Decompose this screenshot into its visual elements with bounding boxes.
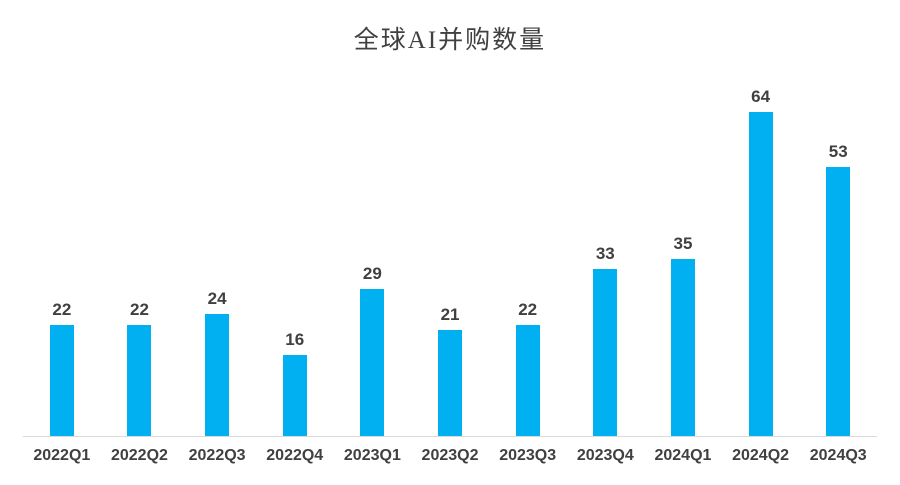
bar [282, 355, 307, 436]
bar-column: 29 [334, 57, 412, 436]
bar-column: 35 [644, 57, 722, 436]
bar-column: 24 [178, 57, 256, 436]
bar-value-label: 29 [362, 264, 382, 283]
bar [127, 325, 152, 436]
bar [670, 259, 695, 436]
bar [826, 167, 851, 436]
bar-value-label: 16 [285, 330, 305, 349]
bar-column: 16 [256, 57, 334, 436]
bar-value-label: 22 [518, 300, 538, 319]
bar-value-label: 22 [52, 300, 72, 319]
x-axis-labels: 2022Q1 2022Q2 2022Q3 2022Q4 2023Q1 2023Q2 2023… [23, 437, 877, 464]
x-axis-label: 2022Q2 [110, 447, 168, 464]
bar-value-label: 33 [595, 244, 615, 263]
x-axis-label: 2024Q3 [809, 447, 867, 464]
x-axis-label: 2022Q1 [33, 447, 91, 464]
bar-value-label: 24 [207, 289, 227, 308]
bar-value-label: 22 [130, 300, 149, 319]
bar-column: 21 [411, 57, 489, 436]
bar-value-label: 64 [751, 87, 771, 106]
bar [748, 112, 773, 436]
bar-value-label: 35 [673, 234, 693, 253]
bar [515, 325, 540, 436]
bar-column: 53 [799, 57, 877, 436]
x-axis-label: 2022Q4 [266, 447, 324, 464]
bar-value-label: 21 [440, 305, 460, 324]
bar-value-label: 53 [828, 142, 848, 161]
x-axis-label: 2023Q1 [343, 447, 401, 464]
plot-area: 22 22 24 16 29 21 22 33 35 64 53 [23, 57, 877, 437]
bar-column: 22 [23, 57, 101, 436]
bar-column: 22 [489, 57, 567, 436]
bar-column: 64 [722, 57, 800, 436]
bar [438, 330, 463, 436]
bar-column: 22 [101, 57, 179, 436]
x-axis-label: 2024Q2 [732, 447, 790, 464]
x-axis-label: 2024Q1 [654, 447, 712, 464]
bar [593, 269, 618, 436]
bar-column: 33 [566, 57, 644, 436]
chart-title: 全球AI并购数量 [353, 27, 547, 54]
x-axis-label: 2023Q4 [576, 447, 634, 464]
x-axis-label: 2023Q3 [499, 447, 557, 464]
bar [360, 289, 385, 436]
bar [205, 314, 230, 436]
x-axis-label: 2022Q3 [188, 447, 246, 464]
bar [49, 325, 74, 436]
x-axis-label: 2023Q2 [421, 447, 479, 464]
